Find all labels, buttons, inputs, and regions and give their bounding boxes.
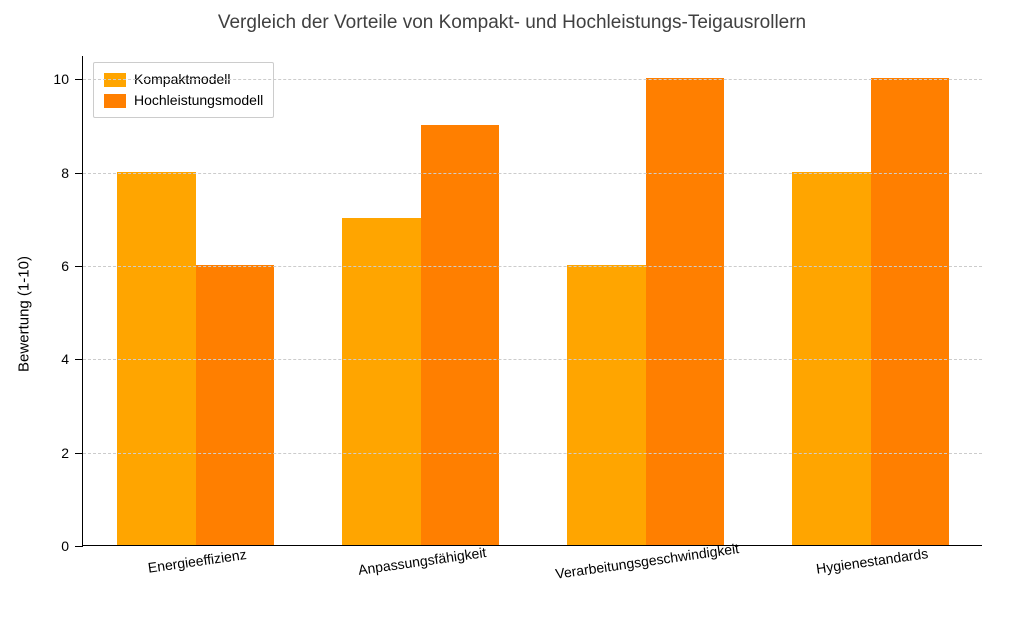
bar xyxy=(421,125,500,545)
y-tick xyxy=(75,79,83,80)
bar xyxy=(646,78,725,545)
chart-container: Vergleich der Vorteile von Kompakt- und … xyxy=(0,0,1024,628)
y-tick xyxy=(75,266,83,267)
legend-swatch xyxy=(104,94,126,108)
y-tick-label: 4 xyxy=(61,351,69,367)
bar xyxy=(792,172,871,545)
x-tick-label: Anpassungsfähigkeit xyxy=(357,544,487,578)
legend-item: Hochleistungsmodell xyxy=(104,90,263,111)
legend: KompaktmodellHochleistungsmodell xyxy=(93,62,274,118)
legend-label: Hochleistungsmodell xyxy=(134,90,263,111)
grid-line xyxy=(83,359,982,360)
y-tick-label: 2 xyxy=(61,445,69,461)
y-tick-label: 0 xyxy=(61,538,69,554)
x-tick-label: Hygienestandards xyxy=(815,545,929,577)
plot-area: KompaktmodellHochleistungsmodell 0246810… xyxy=(82,56,982,546)
chart-title: Vergleich der Vorteile von Kompakt- und … xyxy=(0,12,1024,34)
x-tick-label: Verarbeitungsgeschwindigkeit xyxy=(554,540,740,582)
grid-line xyxy=(83,266,982,267)
bar xyxy=(871,78,950,545)
bar xyxy=(567,265,646,545)
y-tick-label: 8 xyxy=(61,165,69,181)
bars-layer xyxy=(83,56,982,545)
x-tick-label: Energieeffizienz xyxy=(146,546,247,576)
grid-line xyxy=(83,79,982,80)
y-tick xyxy=(75,546,83,547)
bar xyxy=(342,218,421,545)
grid-line xyxy=(83,173,982,174)
y-tick xyxy=(75,453,83,454)
y-tick xyxy=(75,359,83,360)
grid-line xyxy=(83,453,982,454)
bar xyxy=(196,265,275,545)
y-tick-label: 6 xyxy=(61,258,69,274)
y-tick xyxy=(75,173,83,174)
bar xyxy=(117,172,196,545)
y-tick-label: 10 xyxy=(53,71,69,87)
y-axis-label: Bewertung (1-10) xyxy=(16,256,33,372)
